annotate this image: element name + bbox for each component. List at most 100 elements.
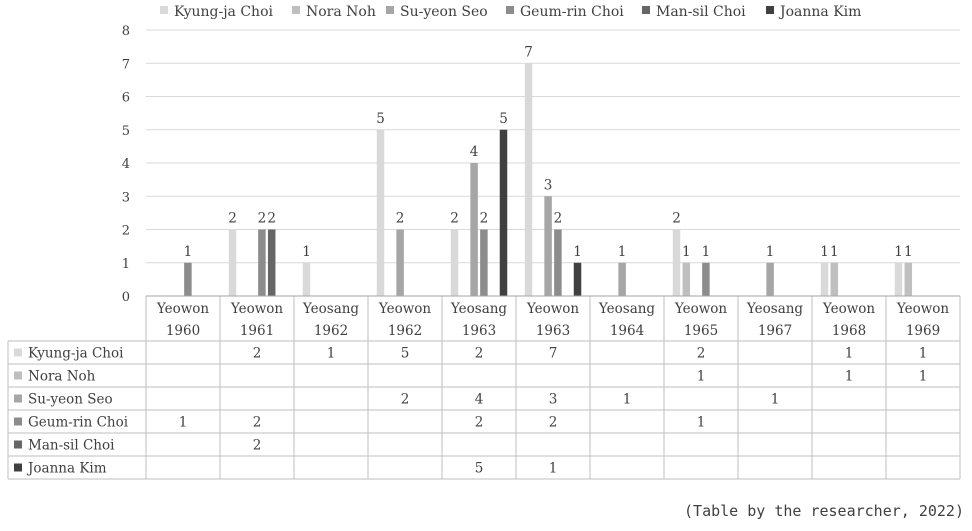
table-cell-value: 1 [179, 415, 188, 431]
category-label: Yeosang [746, 301, 804, 317]
category-year-label: 1963 [462, 323, 496, 339]
table-cell-value: 1 [697, 369, 706, 385]
table-cell-value: 1 [771, 392, 780, 408]
table-row-swatch [14, 463, 22, 472]
y-tick-label: 6 [122, 91, 130, 106]
bar-joanna-kim [499, 129, 508, 296]
table-row-label: Su-yeon Seo [28, 392, 113, 408]
bar-geum-rin-choi [480, 229, 488, 296]
table-cell-value: 7 [549, 346, 558, 362]
category-year-label: 1962 [388, 323, 422, 339]
data-label: 1 [904, 244, 913, 260]
legend-label: Man-sil Choi [656, 4, 746, 20]
bar-su-yeon-seo [396, 229, 404, 296]
category-label: Yeowon [230, 301, 284, 317]
table-cell-value: 1 [845, 346, 854, 362]
data-label: 1 [766, 244, 775, 260]
table-cell-value: 2 [475, 346, 484, 362]
category-year-label: 1969 [906, 323, 940, 339]
table-cell-value: 2 [401, 392, 410, 408]
category-label: Yeowon [378, 301, 432, 317]
category-label: Yeowon [674, 301, 728, 317]
legend-label: Joanna Kim [778, 4, 861, 20]
bar-kyung-ja-choi [376, 129, 385, 296]
y-tick-label: 3 [122, 190, 130, 205]
table-cell-value: 1 [697, 415, 706, 431]
data-label: 1 [573, 244, 582, 260]
category-year-label: 1968 [832, 323, 866, 339]
table-row-label: Man-sil Choi [28, 438, 115, 454]
legend-label: Geum-rin Choi [520, 4, 624, 20]
bar-su-yeon-seo [544, 196, 552, 296]
table-cell-value: 2 [253, 346, 262, 362]
category-year-label: 1965 [684, 323, 718, 339]
data-label: 2 [228, 211, 237, 227]
bar-nora-noh [830, 262, 839, 296]
data-label: 1 [820, 244, 829, 260]
data-label: 2 [396, 211, 405, 227]
legend-label: Su-yeon Seo [400, 4, 488, 20]
data-label: 2 [450, 211, 459, 227]
y-tick-label: 8 [122, 24, 130, 39]
category-year-label: 1963 [536, 323, 570, 339]
table-cell-value: 5 [475, 461, 484, 477]
legend-swatch [766, 6, 774, 14]
category-label: Yeosang [302, 301, 360, 317]
legend-swatch [386, 6, 394, 14]
table-row-swatch [14, 440, 22, 449]
data-label: 7 [524, 44, 533, 60]
table-cell-value: 2 [549, 415, 558, 431]
y-tick-label: 0 [122, 290, 130, 305]
table-cell-value: 1 [549, 461, 558, 477]
table-cell-value: 2 [253, 415, 262, 431]
category-label: Yeowon [896, 301, 950, 317]
bar-geum-rin-choi [702, 262, 710, 296]
table-cell-value: 1 [623, 392, 632, 408]
y-tick-label: 4 [122, 157, 130, 172]
data-label: 2 [267, 211, 276, 227]
bar-su-yeon-seo [618, 262, 626, 296]
category-label: Yeowon [526, 301, 580, 317]
category-year-label: 1961 [240, 323, 274, 339]
bar-kyung-ja-choi [820, 262, 829, 296]
table-cell-value: 1 [919, 346, 928, 362]
source-caption: (Table by the researcher, 2022) [684, 502, 964, 520]
table-cell-value: 3 [549, 392, 558, 408]
y-tick-label: 5 [122, 124, 130, 139]
category-label: Yeowon [822, 301, 876, 317]
table-cell-value: 1 [845, 369, 854, 385]
y-tick-label: 2 [122, 224, 130, 239]
bar-geum-rin-choi [184, 262, 192, 296]
data-label: 1 [894, 244, 903, 260]
y-tick-label: 1 [122, 257, 130, 272]
category-label: Yeosang [450, 301, 508, 317]
table-row-label: Joanna Kim [26, 461, 107, 477]
data-label: 2 [480, 211, 489, 227]
data-label: 4 [470, 144, 479, 160]
data-label: 2 [672, 211, 681, 227]
category-year-label: 1962 [314, 323, 348, 339]
table-row-label: Geum-rin Choi [28, 415, 129, 431]
bar-kyung-ja-choi [672, 229, 681, 296]
legend-swatch [506, 6, 514, 14]
bar-su-yeon-seo [766, 262, 774, 296]
data-label: 1 [702, 244, 711, 260]
table-cell-value: 5 [401, 346, 410, 362]
table-cell-value: 2 [253, 438, 262, 454]
table-row-label: Kyung-ja Choi [28, 346, 124, 362]
table-row-label: Nora Noh [28, 369, 96, 385]
table-cell-value: 1 [919, 369, 928, 385]
data-label: 5 [376, 111, 385, 127]
data-label: 1 [184, 244, 193, 260]
table-cell-value: 1 [327, 346, 336, 362]
table-row-swatch [14, 371, 22, 380]
bar-kyung-ja-choi [450, 229, 459, 296]
y-tick-label: 7 [122, 57, 130, 72]
table-cell-value: 2 [475, 415, 484, 431]
legend-swatch [292, 6, 300, 14]
data-label: 2 [258, 211, 267, 227]
data-label: 1 [618, 244, 627, 260]
bar-geum-rin-choi [258, 229, 266, 296]
data-label: 3 [544, 177, 553, 193]
